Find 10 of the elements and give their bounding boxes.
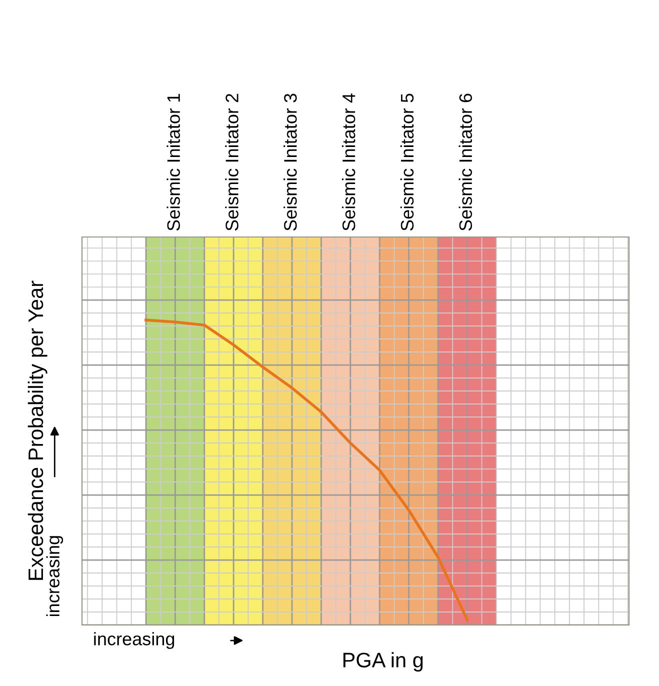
x-tick-label: Seismic Initator 1 [166,94,180,231]
x-tick-label: Seismic Initator 5 [400,94,414,231]
y-axis-title: Exceedance Probability per Year [28,280,48,580]
x-tick-label: Seismic Initator 6 [458,94,472,231]
x-tick-label: Seismic Initator 3 [284,94,297,231]
text: increasing [46,536,64,616]
x-tick-label: Seismic Initator 2 [225,94,238,231]
x-tick-label: Seismic Initator 4 [342,93,356,231]
text: increasing [94,632,174,649]
x-axis-title: PGA in g [343,652,423,672]
